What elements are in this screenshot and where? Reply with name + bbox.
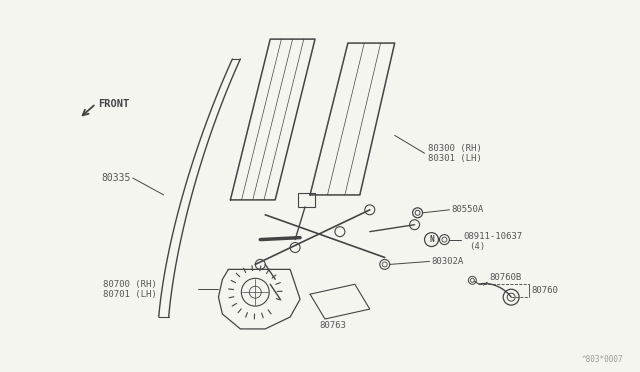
Text: (4): (4) xyxy=(469,242,486,251)
Text: FRONT: FRONT xyxy=(98,99,129,109)
Text: 80760B: 80760B xyxy=(489,273,522,282)
Text: 80550A: 80550A xyxy=(451,205,484,214)
Text: 80701 (LH): 80701 (LH) xyxy=(103,290,157,299)
Text: ^803*0007: ^803*0007 xyxy=(582,355,623,364)
Text: 80335: 80335 xyxy=(101,173,131,183)
Text: 80700 (RH): 80700 (RH) xyxy=(103,280,157,289)
Text: 80301 (LH): 80301 (LH) xyxy=(428,154,481,163)
Text: 08911-10637: 08911-10637 xyxy=(463,232,522,241)
Text: 80302A: 80302A xyxy=(431,257,464,266)
Text: N: N xyxy=(429,235,434,244)
Text: 80763: 80763 xyxy=(319,321,346,330)
Text: 80300 (RH): 80300 (RH) xyxy=(428,144,481,153)
Text: 80760: 80760 xyxy=(531,286,558,295)
